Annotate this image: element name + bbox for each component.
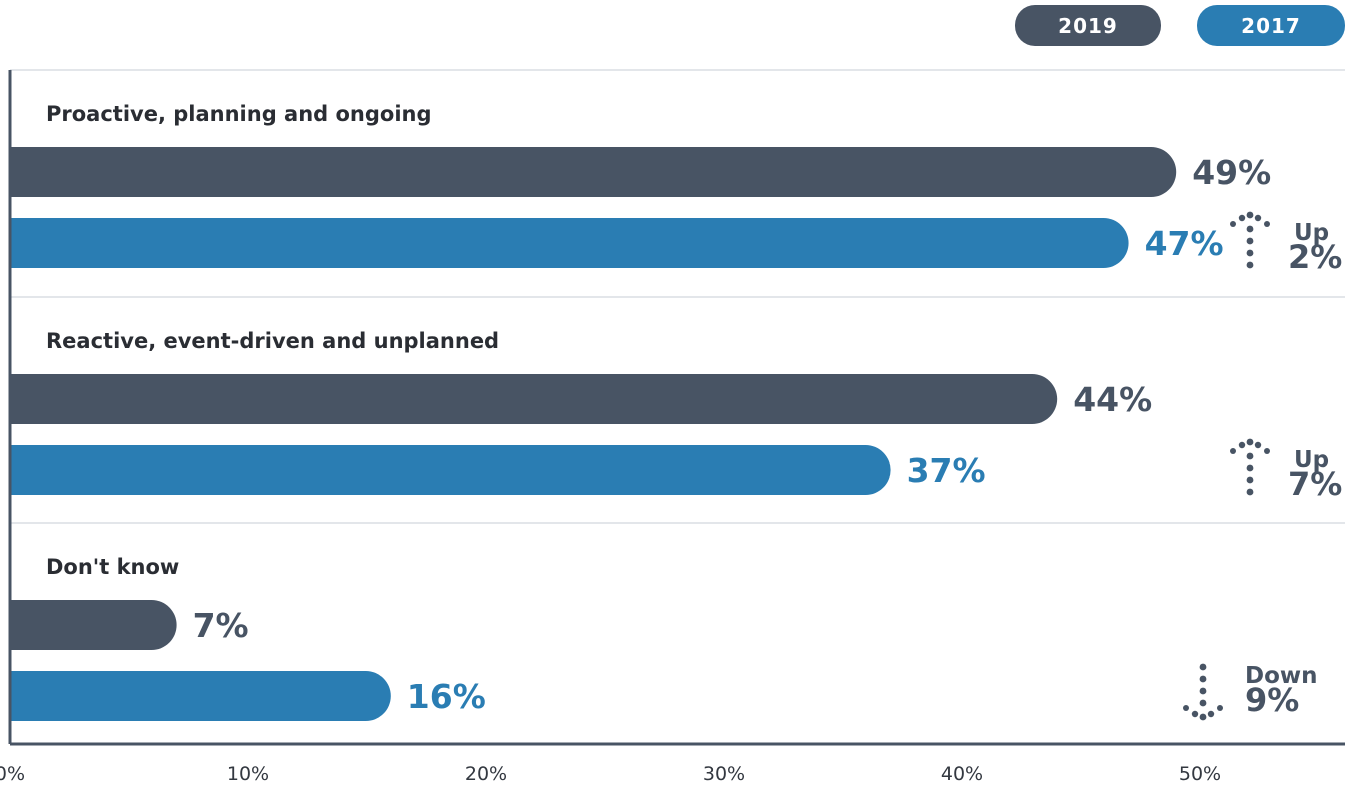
arrow-dot [1246,249,1254,257]
data-label-2019: 49% [1192,153,1271,192]
arrow-dot [1199,687,1207,695]
change-amount: 7% [1288,465,1342,503]
arrow-dot [1264,448,1270,454]
change-amount: 2% [1288,238,1342,276]
legend-2019-label: 2019 [1058,13,1118,38]
arrow-up-icon [1230,211,1270,269]
data-label-2019: 44% [1073,380,1152,419]
x-tick-label: 0% [0,763,25,785]
bar-2017 [10,671,391,721]
data-label-2017: 16% [407,677,486,716]
arrow-dot [1246,438,1254,446]
arrow-dot [1230,221,1236,227]
data-label-2017: 37% [907,451,986,490]
arrow-dot [1199,675,1207,683]
arrow-dot [1199,663,1207,671]
arrow-dot [1254,214,1262,222]
bar-2017 [10,445,891,495]
arrow-dot [1246,225,1254,233]
x-tick-label: 20% [465,763,507,785]
arrow-dot [1238,441,1246,449]
arrow-down-icon [1183,663,1223,721]
arrow-dot [1191,710,1199,718]
x-tick-label: 50% [1179,763,1221,785]
arrow-dot [1199,713,1207,721]
legend-2017: 2017 [1197,5,1345,46]
change-word: Down [1245,663,1318,689]
arrow-up-icon [1230,438,1270,496]
arrow-dot [1217,705,1223,711]
category-label: Reactive, event-driven and unplanned [46,329,499,353]
category-label: Don't know [46,555,179,579]
bar-2019 [10,600,177,650]
arrow-dot [1246,476,1254,484]
arrow-dot [1254,441,1262,449]
change-word: Up [1294,220,1329,246]
arrow-dot [1246,211,1254,219]
bar-2017 [10,218,1129,268]
legend-2017-label: 2017 [1241,13,1301,38]
data-label-2019: 7% [193,606,249,645]
data-label-2017: 47% [1145,224,1224,263]
arrow-dot [1207,710,1215,718]
change-word: Up [1294,447,1329,473]
arrow-dot [1238,214,1246,222]
legend-2019: 2019 [1015,5,1161,46]
x-tick-label: 40% [941,763,983,785]
arrow-dot [1246,452,1254,460]
arrow-dot [1183,705,1189,711]
x-tick-label: 30% [703,763,745,785]
arrow-dot [1264,221,1270,227]
x-tick-label: 10% [227,763,269,785]
arrow-dot [1230,448,1236,454]
bar-2019 [10,147,1177,197]
category-label: Proactive, planning and ongoing [46,102,432,126]
arrow-dot [1199,699,1207,707]
bar-2019 [10,374,1058,424]
change-amount: 9% [1245,681,1299,719]
arrow-dot [1246,261,1254,269]
arrow-dot [1246,237,1254,245]
arrow-dot [1246,464,1254,472]
arrow-dot [1246,488,1254,496]
